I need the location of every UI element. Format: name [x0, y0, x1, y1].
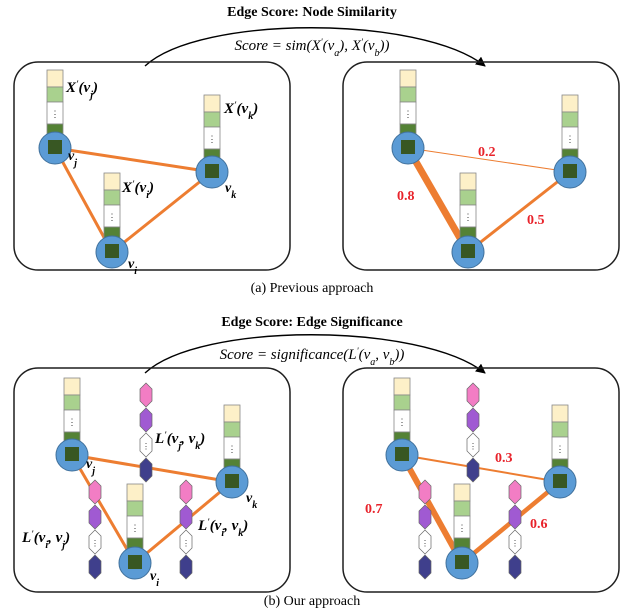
- edge-embedding-vi-vk: ⋮: [179, 479, 193, 580]
- svg-text:⋮: ⋮: [68, 417, 77, 427]
- label-x-vj: X'(vj): [65, 79, 98, 101]
- feature-vector-vi: ⋮: [459, 172, 477, 244]
- svg-text:⋮: ⋮: [511, 539, 519, 548]
- feature-vector-vi: ⋮: [103, 172, 121, 244]
- edge-embedding-vi-vk: ⋮: [508, 479, 522, 580]
- edge-embedding-vj-vk: ⋮: [466, 382, 480, 483]
- edge-vj-vi: [53, 147, 114, 253]
- feature-vector-vj: ⋮: [63, 377, 81, 449]
- feature-vector-vj: ⋮: [46, 69, 64, 141]
- edge-vj-vk: [54, 146, 213, 174]
- feature-vector-vk: ⋮: [203, 94, 221, 166]
- feature-vector-vk: ⋮: [551, 404, 569, 476]
- score-vi-vk: 0.5: [527, 213, 545, 228]
- panel-b-formula: Score = significance(L'(va, vb)): [220, 346, 405, 368]
- edge-vj-vk-weighted: [407, 147, 571, 173]
- score-vj-vk: 0.2: [478, 145, 496, 160]
- svg-text:⋮: ⋮: [556, 444, 565, 454]
- panel-a-title: Edge Score: Node Similarity: [227, 5, 397, 20]
- panel-a-right-box: [342, 61, 620, 271]
- svg-text:⋮: ⋮: [469, 442, 477, 451]
- score-vj-vk: 0.3: [495, 451, 513, 466]
- feature-vector-vk: ⋮: [223, 404, 241, 476]
- node-label-vk: vk: [225, 181, 236, 201]
- feature-vector-vi: ⋮: [126, 483, 144, 555]
- svg-text:⋮: ⋮: [182, 539, 190, 548]
- label-l-vi-vj: L'(vi, vj): [21, 529, 70, 551]
- svg-text:⋮: ⋮: [228, 444, 237, 454]
- svg-text:⋮: ⋮: [421, 539, 429, 548]
- edge-embedding-vj-vk: ⋮: [139, 382, 153, 483]
- feature-vector-vi: ⋮: [453, 483, 471, 555]
- svg-text:⋮: ⋮: [464, 212, 473, 222]
- feature-vector-vk: ⋮: [561, 94, 579, 166]
- node-label-vi: vi: [150, 569, 159, 589]
- edge-vj-vk-weighted: [401, 454, 561, 483]
- svg-text:⋮: ⋮: [51, 109, 60, 119]
- svg-text:⋮: ⋮: [142, 442, 150, 451]
- edge-vi-vk-weighted: [467, 170, 571, 254]
- panel-b-left-box: [13, 367, 291, 593]
- panel-b-arrow: [144, 334, 486, 374]
- panel-b-caption: (b) Our approach: [264, 594, 360, 609]
- svg-text:⋮: ⋮: [566, 134, 575, 144]
- svg-text:⋮: ⋮: [404, 109, 413, 119]
- edge-vi-vk: [111, 170, 213, 254]
- feature-vector-vj: ⋮: [393, 377, 411, 449]
- svg-text:⋮: ⋮: [208, 134, 217, 144]
- panel-a-left-box: [13, 61, 291, 271]
- label-l-vi-vk: L'(vi, vk): [197, 517, 248, 539]
- score-vj-vi: 0.7: [365, 502, 383, 517]
- feature-vector-vj: ⋮: [399, 69, 417, 141]
- node-label-vj: vj: [86, 457, 95, 477]
- svg-text:⋮: ⋮: [108, 212, 117, 222]
- label-x-vi: X'(vi): [121, 179, 154, 201]
- panel-b-title: Edge Score: Edge Significance: [221, 315, 402, 330]
- label-l-vj-vk: L'(vj, vk): [154, 430, 205, 452]
- node-label-vi: vi: [128, 257, 137, 277]
- score-vj-vi: 0.8: [397, 189, 415, 204]
- edge-vj-vi-weighted: [399, 453, 465, 565]
- svg-text:⋮: ⋮: [458, 523, 467, 533]
- node-label-vj: vj: [68, 149, 77, 169]
- panel-a-caption: (a) Previous approach: [251, 281, 374, 296]
- svg-text:⋮: ⋮: [131, 523, 140, 533]
- edge-vj-vi: [70, 454, 137, 564]
- node-label-vk: vk: [246, 491, 257, 511]
- panel-a-formula: Score = sim(X'(va), X'(vb)): [234, 37, 389, 59]
- svg-text:⋮: ⋮: [398, 417, 407, 427]
- svg-text:⋮: ⋮: [91, 539, 99, 548]
- panel-b-right-box: [342, 367, 620, 593]
- edge-vj-vi-weighted: [404, 146, 472, 254]
- label-x-vk: X'(vk): [223, 100, 258, 122]
- edge-embedding-vi-vj: ⋮: [88, 479, 102, 580]
- score-vi-vk: 0.6: [530, 517, 548, 532]
- panel-a-arrow: [144, 27, 486, 67]
- edge-embedding-vi-vj: ⋮: [418, 479, 432, 580]
